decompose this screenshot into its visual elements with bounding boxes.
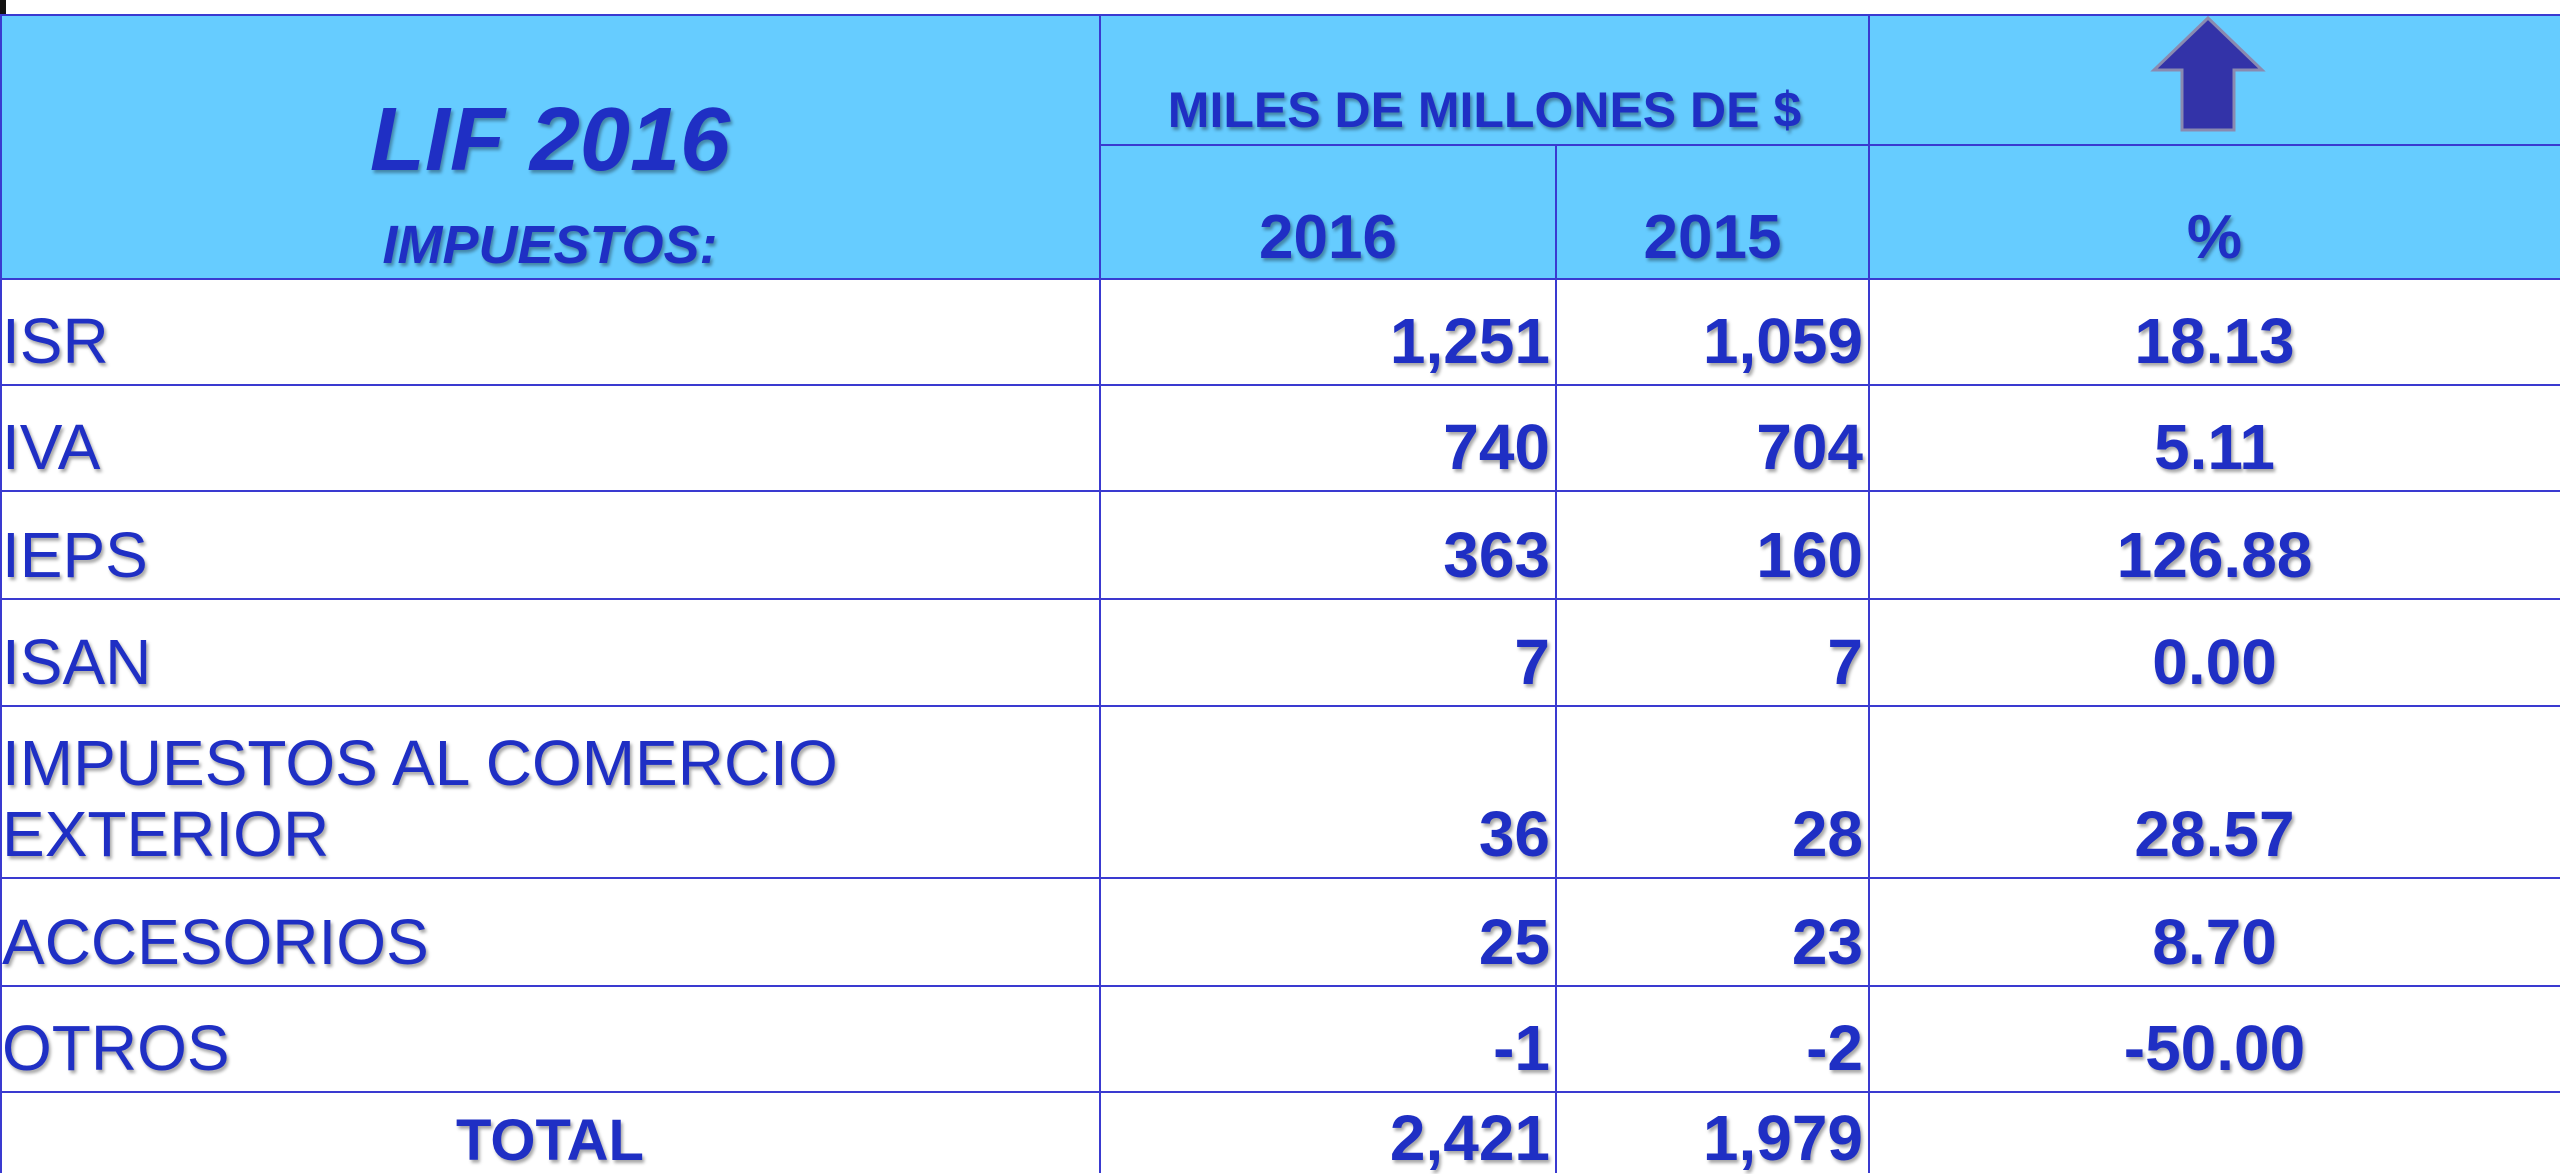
grid-line [0,705,2560,707]
amount-cell: 1,059 [1702,304,1863,377]
percent-cell: 8.70 [2152,905,2277,978]
grid-line [0,598,2560,600]
header-title: LIF 2016 [369,90,731,190]
grid-line [0,490,2560,492]
amount-cell: 36 [1478,797,1550,870]
column-header: 2015 [1643,202,1782,272]
grid-line [0,16,2,1173]
grid-line [0,985,2560,987]
amount-cell: 2,421 [1389,1101,1550,1174]
row-label: IVA [2,410,101,483]
grid-line [1555,144,1557,1173]
amount-cell: 1,979 [1702,1101,1863,1174]
amount-cell: 1,251 [1389,304,1550,377]
header-units: MILES DE MILLONES DE $ [1167,82,1802,138]
percent-cell: 18.13 [2134,304,2295,377]
amount-cell: 28 [1791,797,1863,870]
amount-cell: 23 [1791,905,1863,978]
row-label: ISR [2,304,109,377]
percent-cell: 0.00 [2152,625,2277,698]
amount-cell: 7 [1827,625,1863,698]
percent-cell: -50.00 [2123,1011,2306,1084]
grid-line [0,278,2560,280]
amount-cell: 363 [1443,518,1550,591]
row-label: OTROS [2,1011,230,1084]
total-label: TOTAL [456,1108,644,1174]
row-label: ISAN [2,625,152,698]
percent-cell: 5.11 [2153,410,2276,483]
amount-cell: 25 [1478,905,1550,978]
grid-line [1868,16,1870,1173]
row-label: ACCESORIOS [2,905,429,978]
percent-cell: 126.88 [2116,518,2313,591]
grid-line [0,14,2560,16]
amount-cell: 740 [1443,410,1550,483]
header-band [0,16,2560,278]
row-label: IEPS [2,518,148,591]
column-header: % [2186,202,2243,272]
grid-line [0,384,2560,386]
edge-mark [0,0,6,16]
amount-cell: 704 [1756,410,1863,483]
header-subtitle: IMPUESTOS: [382,214,718,275]
row-label: IMPUESTOS AL COMERCIO EXTERIOR [2,727,838,870]
grid-line [0,1091,2560,1093]
amount-cell: 7 [1514,625,1550,698]
amount-cell: -1 [1493,1011,1550,1084]
amount-cell: 160 [1756,518,1863,591]
grid-line [1100,144,2560,146]
grid-line [1099,16,1101,1173]
up-arrow-icon [2150,15,2266,132]
amount-cell: -2 [1806,1011,1863,1084]
percent-cell: 28.57 [2134,797,2295,870]
column-header: 2016 [1259,202,1397,272]
grid-line [0,877,2560,879]
